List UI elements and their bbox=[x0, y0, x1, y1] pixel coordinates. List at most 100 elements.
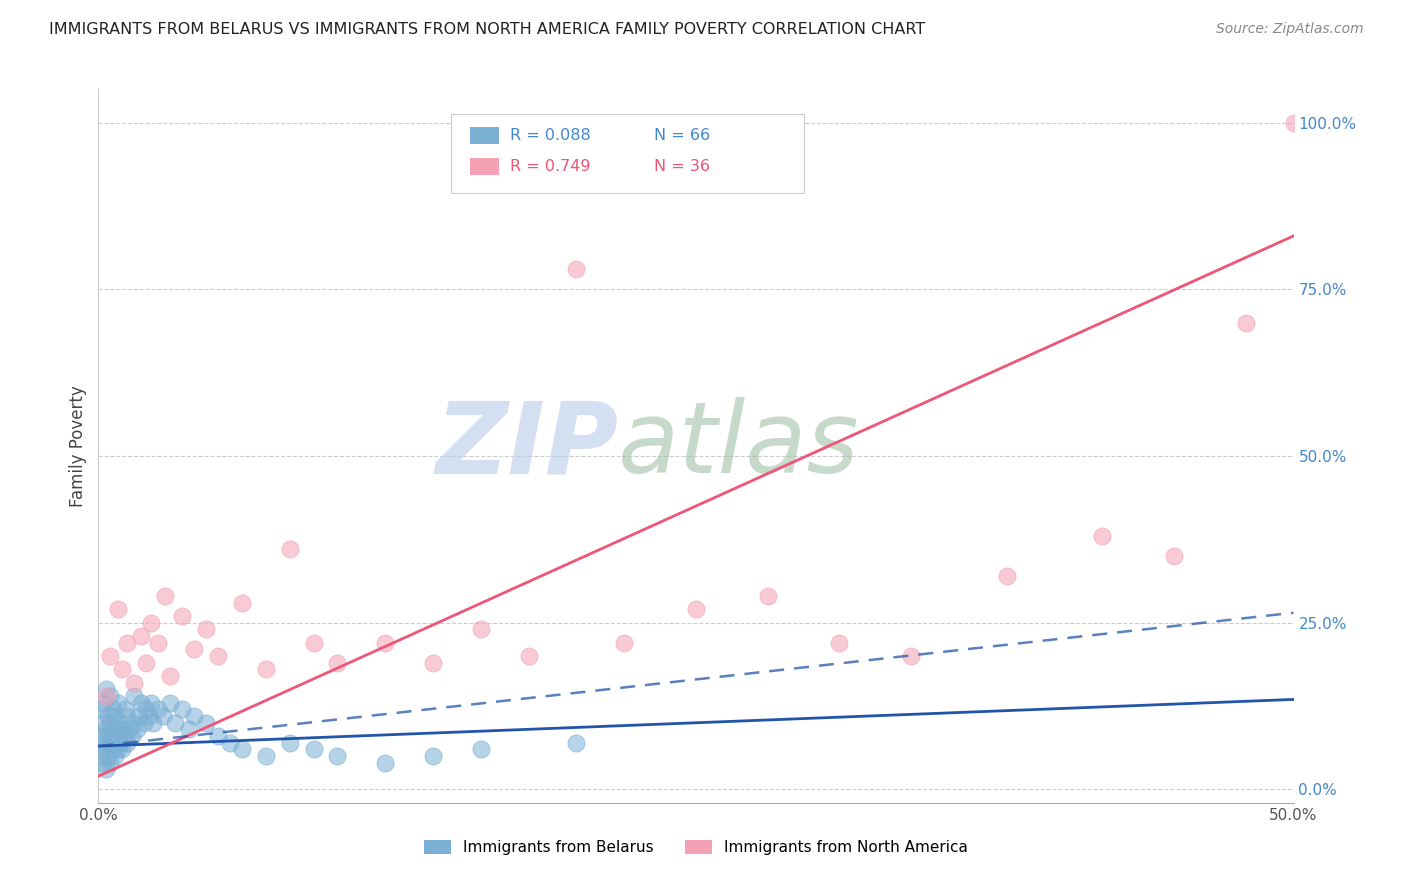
Point bbox=[155, 589, 177, 603]
Point bbox=[90, 729, 112, 743]
Point bbox=[231, 742, 253, 756]
Point bbox=[107, 723, 129, 737]
Point bbox=[422, 656, 444, 670]
Point bbox=[179, 723, 201, 737]
Point bbox=[517, 649, 540, 664]
Point bbox=[374, 636, 396, 650]
Point bbox=[139, 615, 162, 630]
Point bbox=[98, 649, 122, 664]
Point bbox=[94, 742, 117, 756]
Point bbox=[470, 742, 492, 756]
Point bbox=[1234, 316, 1257, 330]
Point bbox=[115, 636, 138, 650]
FancyBboxPatch shape bbox=[470, 158, 499, 175]
Point bbox=[326, 749, 349, 764]
Point bbox=[114, 702, 136, 716]
Point bbox=[91, 756, 114, 770]
Text: atlas: atlas bbox=[619, 398, 860, 494]
Point bbox=[118, 723, 141, 737]
Point bbox=[254, 662, 277, 676]
Point bbox=[128, 709, 150, 723]
Point bbox=[138, 709, 160, 723]
Point bbox=[114, 729, 136, 743]
Point bbox=[148, 636, 170, 650]
Point bbox=[91, 736, 114, 750]
Text: N = 36: N = 36 bbox=[654, 159, 710, 174]
Point bbox=[115, 709, 138, 723]
Text: N = 66: N = 66 bbox=[654, 128, 710, 143]
Point bbox=[131, 696, 153, 710]
Point bbox=[111, 742, 134, 756]
Point bbox=[121, 729, 143, 743]
Point bbox=[108, 715, 131, 730]
Point bbox=[115, 736, 138, 750]
Point bbox=[98, 756, 122, 770]
Point bbox=[183, 642, 205, 657]
FancyBboxPatch shape bbox=[451, 114, 804, 193]
Point bbox=[756, 589, 779, 603]
Point bbox=[135, 702, 157, 716]
Point bbox=[101, 723, 124, 737]
Point bbox=[1282, 115, 1305, 129]
Point bbox=[90, 749, 112, 764]
Point bbox=[172, 609, 194, 624]
Point bbox=[125, 723, 148, 737]
Point bbox=[1091, 529, 1114, 543]
FancyBboxPatch shape bbox=[470, 127, 499, 145]
Point bbox=[124, 675, 146, 690]
Point bbox=[565, 262, 588, 277]
Point bbox=[111, 723, 134, 737]
Point bbox=[94, 682, 117, 697]
Point bbox=[94, 763, 117, 777]
Point bbox=[152, 709, 174, 723]
Point bbox=[231, 596, 253, 610]
Text: R = 0.088: R = 0.088 bbox=[509, 128, 591, 143]
Point bbox=[613, 636, 636, 650]
Point bbox=[101, 702, 124, 716]
Point bbox=[111, 662, 134, 676]
Point bbox=[207, 729, 229, 743]
Point bbox=[172, 702, 194, 716]
Text: IMMIGRANTS FROM BELARUS VS IMMIGRANTS FROM NORTH AMERICA FAMILY POVERTY CORRELAT: IMMIGRANTS FROM BELARUS VS IMMIGRANTS FR… bbox=[49, 22, 925, 37]
Point bbox=[900, 649, 922, 664]
Point bbox=[104, 709, 127, 723]
Point bbox=[97, 709, 120, 723]
Point bbox=[374, 756, 396, 770]
Point bbox=[104, 749, 127, 764]
Point bbox=[98, 689, 122, 703]
Point bbox=[91, 715, 114, 730]
Point bbox=[107, 742, 129, 756]
Point bbox=[219, 736, 242, 750]
Point bbox=[278, 736, 301, 750]
Y-axis label: Family Poverty: Family Poverty bbox=[69, 385, 87, 507]
Point bbox=[131, 629, 153, 643]
Point bbox=[101, 742, 124, 756]
Point bbox=[194, 715, 218, 730]
Point bbox=[91, 696, 114, 710]
Point bbox=[254, 749, 277, 764]
Point bbox=[97, 749, 120, 764]
Point bbox=[1163, 549, 1185, 563]
Point bbox=[139, 696, 162, 710]
Point bbox=[107, 602, 129, 616]
Point bbox=[124, 689, 146, 703]
Point bbox=[828, 636, 851, 650]
Point bbox=[98, 736, 122, 750]
Point bbox=[159, 696, 181, 710]
Point bbox=[98, 715, 122, 730]
Point bbox=[207, 649, 229, 664]
Point bbox=[104, 729, 127, 743]
Text: R = 0.749: R = 0.749 bbox=[509, 159, 591, 174]
Point bbox=[565, 736, 588, 750]
Point bbox=[422, 749, 444, 764]
Text: Source: ZipAtlas.com: Source: ZipAtlas.com bbox=[1216, 22, 1364, 37]
Point bbox=[94, 689, 117, 703]
Point bbox=[685, 602, 707, 616]
Point bbox=[302, 742, 325, 756]
Point bbox=[159, 669, 181, 683]
Point bbox=[97, 729, 120, 743]
Point bbox=[183, 709, 205, 723]
Point bbox=[90, 702, 112, 716]
Point bbox=[326, 656, 349, 670]
Point bbox=[107, 696, 129, 710]
